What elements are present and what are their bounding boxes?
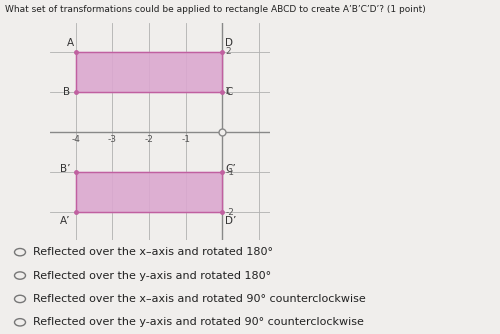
Text: 1: 1 (226, 87, 231, 96)
Text: -2: -2 (144, 135, 154, 144)
Polygon shape (76, 51, 223, 92)
Text: C: C (226, 87, 232, 97)
Text: B: B (63, 87, 70, 97)
Text: -1: -1 (226, 168, 234, 177)
Text: Reflected over the x–axis and rotated 90° counterclockwise: Reflected over the x–axis and rotated 90… (33, 294, 366, 304)
Text: Reflected over the y-axis and rotated 90° counterclockwise: Reflected over the y-axis and rotated 90… (33, 317, 364, 327)
Text: -4: -4 (71, 135, 80, 144)
Text: D: D (226, 38, 234, 48)
Text: A’: A’ (60, 216, 70, 226)
Text: A: A (66, 37, 74, 47)
Text: -2: -2 (226, 208, 234, 217)
Text: What set of transformations could be applied to rectangle ABCD to create A’B’C’D: What set of transformations could be app… (5, 5, 426, 14)
Text: -3: -3 (108, 135, 117, 144)
Polygon shape (76, 172, 223, 212)
Text: 2: 2 (226, 47, 231, 56)
Text: Reflected over the y-axis and rotated 180°: Reflected over the y-axis and rotated 18… (33, 271, 271, 281)
Text: D’: D’ (226, 216, 236, 226)
Text: C’: C’ (226, 164, 236, 174)
Text: B’: B’ (60, 164, 70, 174)
Text: -1: -1 (181, 135, 190, 144)
Text: Reflected over the x–axis and rotated 180°: Reflected over the x–axis and rotated 18… (33, 247, 273, 257)
